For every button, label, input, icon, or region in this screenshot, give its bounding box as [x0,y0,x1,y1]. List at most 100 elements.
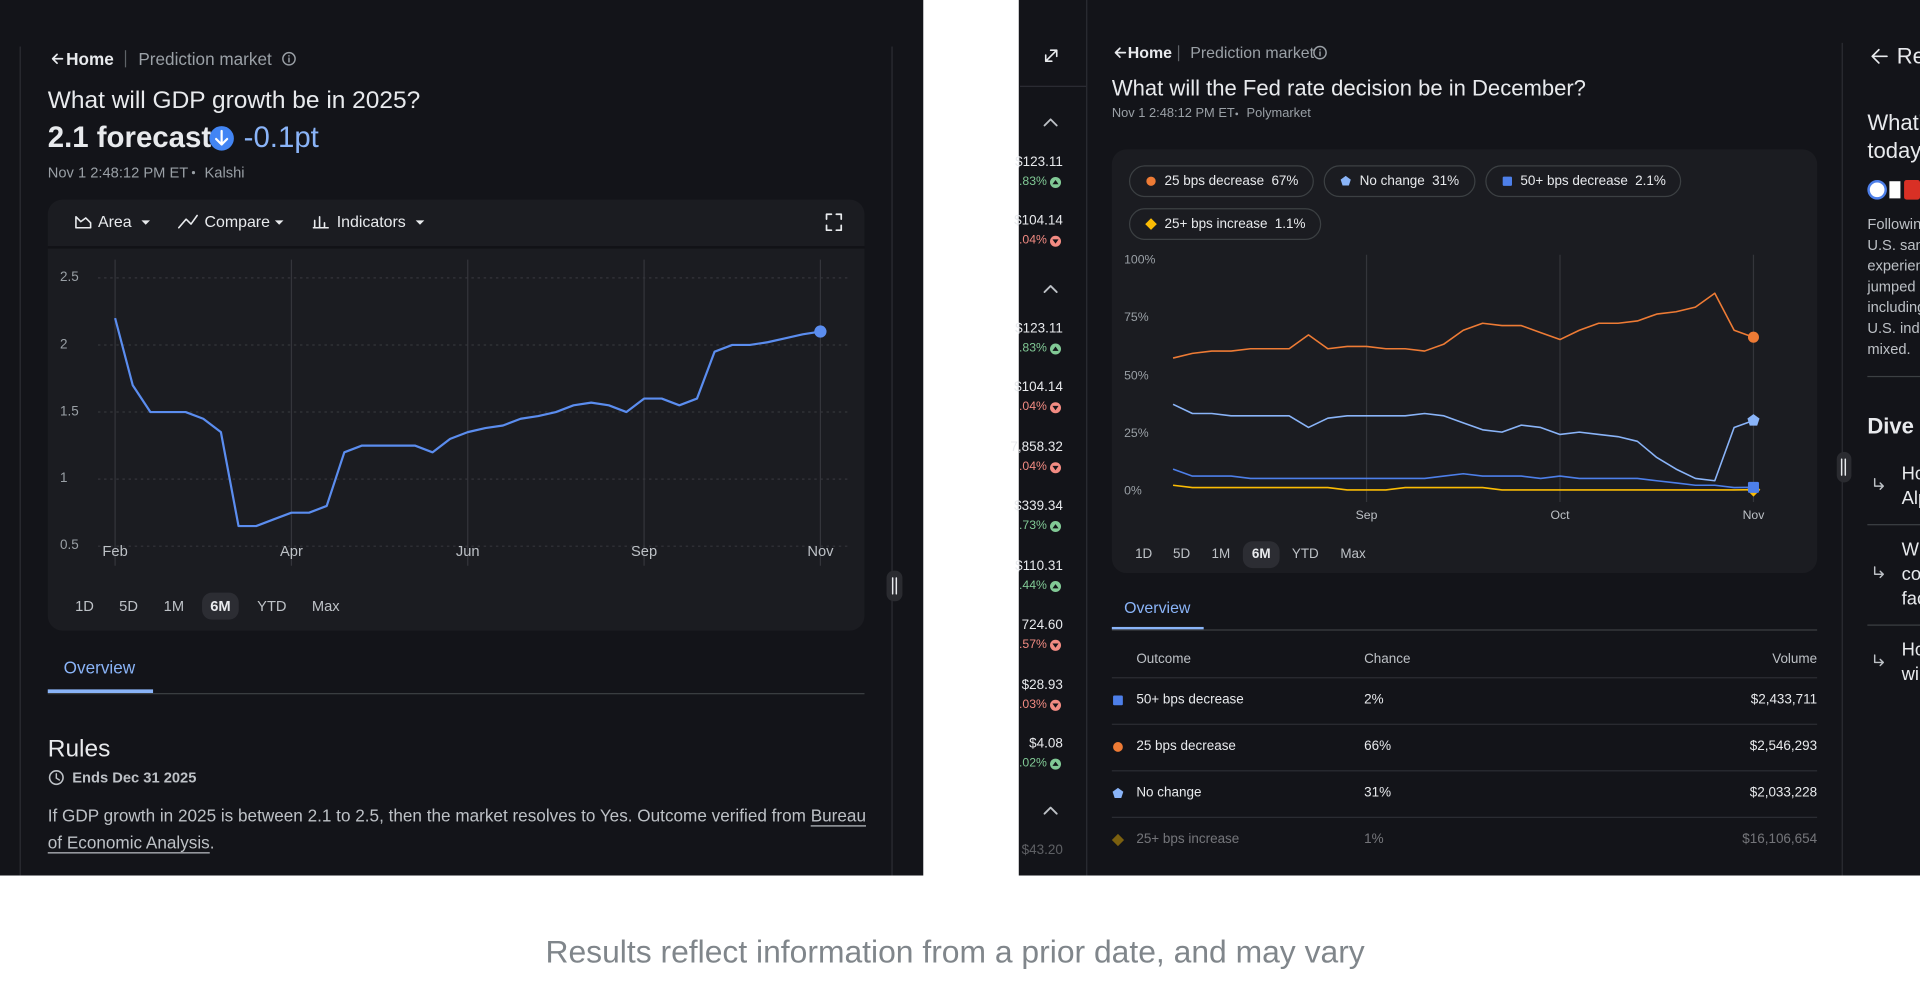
range-selected [202,592,239,620]
change-icon [215,129,229,146]
direction-icon [1052,584,1059,589]
end-marker [1747,331,1759,343]
direction-icon [1052,180,1059,185]
chevron-icon [1043,806,1058,815]
dot [1235,112,1239,116]
source: Kalshi [204,164,245,182]
market-title: What will the Fed rate decision be in De… [1111,75,1586,101]
range-button[interactable]: 5D [1173,546,1191,562]
summary-line: jumped [1867,277,1916,296]
x-tick-label: Nov [1742,509,1765,523]
y-tick-label: 1 [60,471,68,486]
clock-icon [48,770,64,786]
legend-label: 50+ bps decrease [1520,173,1628,189]
tab[interactable]: Overview [1124,598,1191,617]
chance: 31% [1364,785,1392,801]
divider [1111,629,1818,631]
summary-line: mixed. [1867,340,1911,358]
outcome: 25 bps decrease [1136,738,1236,754]
legend-marker [1145,218,1157,230]
range-button[interactable]: 6M [1251,546,1271,562]
row-separator [1111,677,1818,679]
end-date: Ends Dec 31 2025 [72,768,197,787]
chart-card [1111,149,1818,574]
range-button[interactable]: 1D [1135,546,1153,562]
fullscreen-icon [825,213,843,232]
followup-question[interactable]: fac [1901,588,1920,610]
range-button[interactable]: 1M [1211,546,1231,562]
row-separator [1111,770,1818,772]
data-line [1172,484,1754,491]
followup-question[interactable]: Alp [1901,487,1920,509]
followup-question[interactable]: Wh [1901,539,1920,561]
ticker-change: .04% [1019,233,1047,248]
range-button[interactable]: 1D [75,597,94,615]
side-heading: Dive d [1867,413,1920,439]
range-button[interactable]: Max [311,597,340,615]
legend-chip[interactable]: 50+ bps decrease 2.1% [1484,165,1682,198]
x-tick-label: Oct [1550,509,1570,523]
ticker-change: .73% [1019,519,1047,533]
row-marker [1113,742,1123,752]
followup-question[interactable]: Ho [1901,463,1920,485]
indicators-icon [312,215,329,229]
clock-icon [55,773,61,781]
info-icon [282,51,296,66]
y-tick-label: 75% [1124,311,1149,325]
range-button[interactable]: Max [1340,546,1366,562]
publisher-logo [1889,181,1901,199]
toolbar-button[interactable]: Indicators [336,212,406,231]
ticker-price: $123.11 [1015,154,1063,170]
divider [47,246,865,249]
end-marker [1747,414,1760,426]
x-tick-label: Apr [279,542,303,560]
range-button[interactable]: 6M [210,597,231,615]
x-tick-label: Sep [631,542,658,560]
row-marker [1112,787,1124,799]
range-button[interactable]: 5D [119,597,138,615]
range-button[interactable]: YTD [257,597,287,615]
toolbar-button[interactable]: Compare [204,212,270,231]
legend-chip[interactable]: 25 bps decrease 67% [1128,165,1315,198]
tab[interactable]: Overview [63,657,136,678]
source-link[interactable]: Bureau of Economic Analysis [47,805,867,853]
end-marker [814,325,827,338]
divider [19,46,21,876]
range-button[interactable]: YTD [1291,546,1319,562]
ticker-change: .04% [1019,400,1047,414]
followup-icon [1873,566,1885,579]
divider [891,46,893,876]
row-marker [1113,695,1123,706]
legend-marker [1146,176,1156,186]
tab-indicator [1111,626,1204,630]
followup-question[interactable]: Ho [1901,639,1920,661]
legend-chip[interactable]: 25+ bps increase 1.1% [1128,208,1322,241]
home-link[interactable]: Home [1127,43,1172,62]
x-tick-label: Jun [455,542,480,560]
legend-marker [1145,218,1157,230]
summary-line: U.S. san [1867,236,1920,254]
followup-question[interactable]: co [1901,563,1920,585]
ticker-price: $43.20 [1021,843,1063,858]
range-button[interactable]: 1M [163,597,185,615]
volume: $2,546,293 [1749,738,1818,754]
data-line [1172,403,1754,482]
end-marker [1747,481,1759,493]
toolbar-button[interactable]: Area [97,212,132,231]
followup-question[interactable]: wi [1901,664,1919,686]
publisher-logo [1867,180,1887,200]
resize-handle [1836,451,1852,483]
legend-label: 25+ bps increase [1164,216,1268,232]
divider [1086,0,1088,876]
outcome: 25+ bps increase [1136,832,1240,847]
rule-sentence: If GDP growth in 2025 is between 2.1 to … [47,805,811,826]
side-headline: today [1867,138,1920,163]
y-tick-label: 2 [60,337,68,352]
home-link[interactable]: Home [66,48,114,69]
ticker-change: .83% [1019,341,1047,356]
legend-value: 1.1% [1274,216,1306,232]
ticker-price: $28.93 [1021,677,1063,693]
divider [1020,85,1087,87]
legend-chip[interactable]: No change 31% [1324,165,1476,198]
